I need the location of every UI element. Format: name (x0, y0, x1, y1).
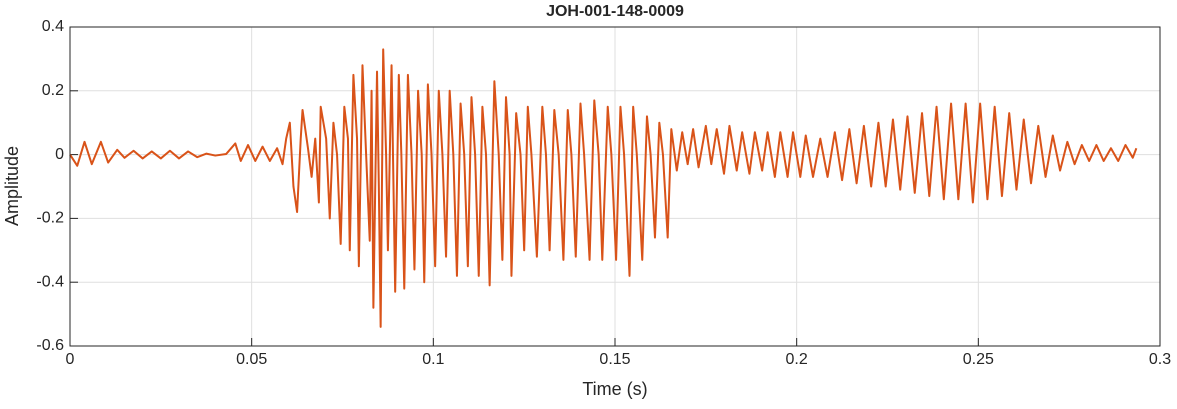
y-axis-label: Amplitude (2, 146, 22, 226)
x-axis-label: Time (s) (582, 379, 647, 399)
waveform-line (69, 48, 1138, 328)
chart-title: JOH-001-148-0009 (546, 3, 684, 20)
x-tick-label: 0.25 (963, 351, 994, 368)
y-tick-label: -0.4 (36, 273, 64, 290)
y-tick-label: -0.6 (36, 337, 64, 354)
x-tick-label: 0.05 (236, 351, 267, 368)
y-tick-label: 0 (55, 146, 64, 163)
x-tick-label: 0.3 (1149, 351, 1171, 368)
x-tick-label: 0 (66, 351, 75, 368)
y-tick-label: 0.4 (42, 18, 64, 35)
x-tick-label: 0.1 (422, 351, 444, 368)
x-tick-label: 0.15 (599, 351, 630, 368)
plot-frame (69, 26, 1161, 347)
y-tick-label: 0.2 (42, 82, 64, 99)
y-tick-label: -0.2 (36, 210, 64, 227)
x-tick-label: 0.2 (786, 351, 808, 368)
